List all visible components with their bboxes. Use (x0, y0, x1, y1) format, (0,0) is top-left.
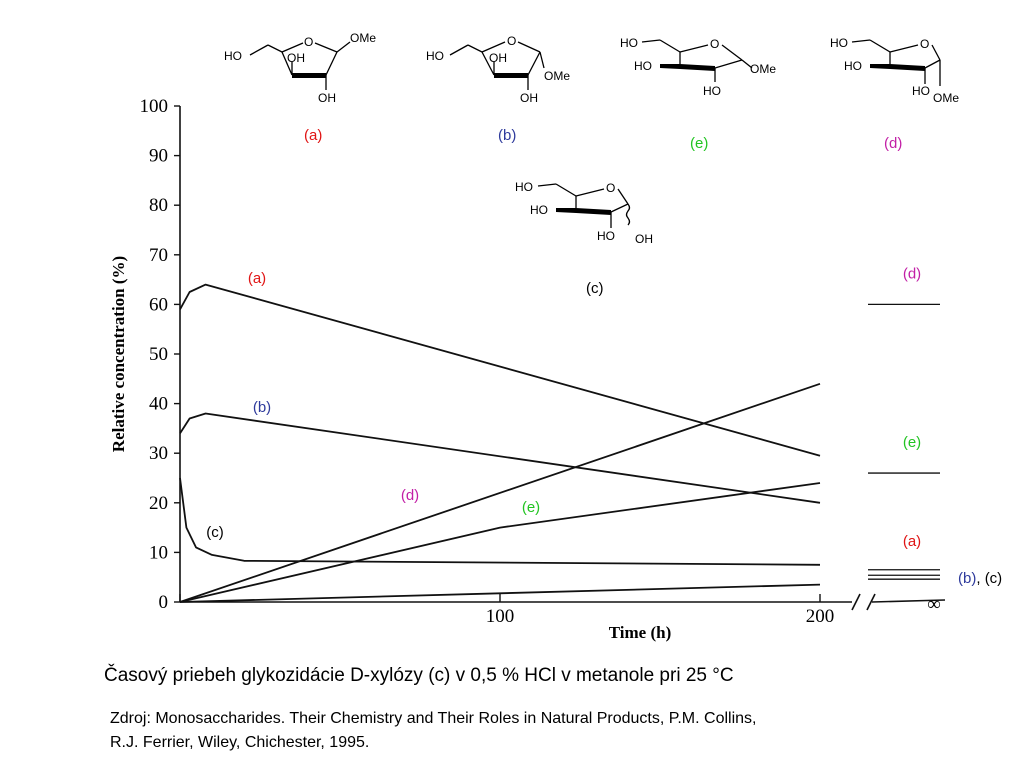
struct-e-ho-top: HO (620, 36, 638, 50)
y-tick-label: 20 (149, 493, 168, 514)
struct-c-o: O (606, 181, 615, 195)
struct-c-ho-top: HO (515, 180, 533, 194)
equilibrium-panel: (d) (e) (a) (b), (c) (868, 265, 1002, 587)
series-label-e: (e) (522, 499, 540, 516)
struct-e-ome: OMe (750, 62, 776, 76)
struct-b-label: (b) (498, 127, 516, 144)
y-tick-label: 70 (149, 245, 168, 266)
y-axis-label: Relative concentration (%) (109, 256, 128, 452)
series-label-c: (c) (206, 524, 224, 541)
infinity-tick-label: ∞ (927, 594, 941, 615)
struct-b-oh-ring: OH (489, 51, 507, 65)
series-line-a (179, 283, 821, 457)
figure-caption: Časový priebeh glykozidácie D-xylózy (c)… (104, 665, 734, 686)
structure-e: HO O HO OMe HO (e) (620, 36, 776, 152)
series-label-d: (d) (401, 487, 419, 504)
y-tick-label: 0 (159, 592, 169, 613)
equilibrium-label-sep: , (976, 570, 984, 587)
structure-a: HO OH O OMe OH (a) (224, 31, 376, 144)
struct-e-ho-bottom: HO (703, 84, 721, 98)
equilibrium-label-e: (e) (903, 434, 921, 451)
structure-c: HO O HO HO OH (c) (515, 180, 653, 297)
struct-b-ho: HO (426, 49, 444, 63)
struct-c-ho-bottom: HO (597, 229, 615, 243)
source-citation: Zdroj: Monosaccharides. Their Chemistry … (110, 707, 970, 755)
struct-d-label: (d) (884, 135, 902, 152)
axes: 0 10 20 30 40 50 60 70 80 90 100 100 200 ∞ Time (h) Rel… (109, 96, 946, 642)
equilibrium-label-b: (b) (958, 570, 976, 587)
structure-b: HO OH O OMe OH (b) (426, 34, 570, 144)
y-tick-label: 60 (149, 294, 168, 315)
series-labels: (a) (b) (c) (d) (e) (206, 270, 540, 541)
equilibrium-label-a: (a) (903, 533, 921, 550)
struct-c-oh: OH (635, 232, 653, 246)
struct-d-ho-top: HO (830, 36, 848, 50)
struct-a-ome: OMe (350, 31, 376, 45)
x-tick-label: 100 (486, 606, 515, 627)
struct-e-o: O (710, 37, 719, 51)
struct-d-ho-left: HO (844, 59, 862, 73)
source-line: Zdroj: Monosaccharides. Their Chemistry … (110, 710, 757, 727)
equilibrium-label-group: (b), (c) (958, 570, 1002, 587)
y-tick-label: 90 (149, 146, 168, 167)
y-tick-label: 30 (149, 443, 168, 464)
series-label-a: (a) (248, 270, 266, 287)
x-axis-after-break (871, 599, 946, 603)
series-line-bottom (179, 583, 821, 603)
y-tick-label: 40 (149, 394, 168, 415)
x-axis-label: Time (h) (609, 623, 672, 642)
series-label-b: (b) (253, 399, 271, 416)
struct-e-ho-left: HO (634, 59, 652, 73)
axis-break-mark (851, 593, 861, 611)
curves (179, 283, 821, 603)
chart: 0 10 20 30 40 50 60 70 80 90 100 100 200 ∞ Time (h) Rel… (109, 96, 1002, 642)
struct-a-oh-bottom: OH (318, 91, 336, 105)
series-line-e (179, 482, 821, 603)
series-line-b (179, 412, 821, 504)
equilibrium-label-c: (c) (985, 570, 1003, 587)
struct-a-ho: HO (224, 49, 242, 63)
axis-break-mark (866, 593, 876, 611)
source-line: R.J. Ferrier, Wiley, Chichester, 1995. (110, 734, 370, 751)
series-line-d (179, 382, 821, 603)
struct-a-label: (a) (304, 127, 322, 144)
series-line-c (179, 477, 821, 566)
struct-b-oh-bottom: OH (520, 91, 538, 105)
struct-e-label: (e) (690, 135, 708, 152)
struct-b-ome: OMe (544, 69, 570, 83)
y-tick-label: 10 (149, 542, 168, 563)
struct-d-ho-bottom: HO (912, 84, 930, 98)
struct-a-oh-ring: OH (287, 51, 305, 65)
struct-d-ome: OMe (933, 91, 959, 105)
x-tick-label: 200 (806, 606, 835, 627)
struct-b-o: O (507, 34, 516, 48)
y-tick-label: 80 (149, 195, 168, 216)
y-tick-label: 100 (140, 96, 169, 117)
y-tick-label: 50 (149, 344, 168, 365)
struct-c-label: (c) (586, 280, 604, 297)
equilibrium-label-d: (d) (903, 265, 921, 282)
struct-c-ho-left: HO (530, 203, 548, 217)
struct-a-o: O (304, 35, 313, 49)
structure-d: HO O HO HO OMe (d) (830, 36, 959, 152)
struct-d-o: O (920, 37, 929, 51)
